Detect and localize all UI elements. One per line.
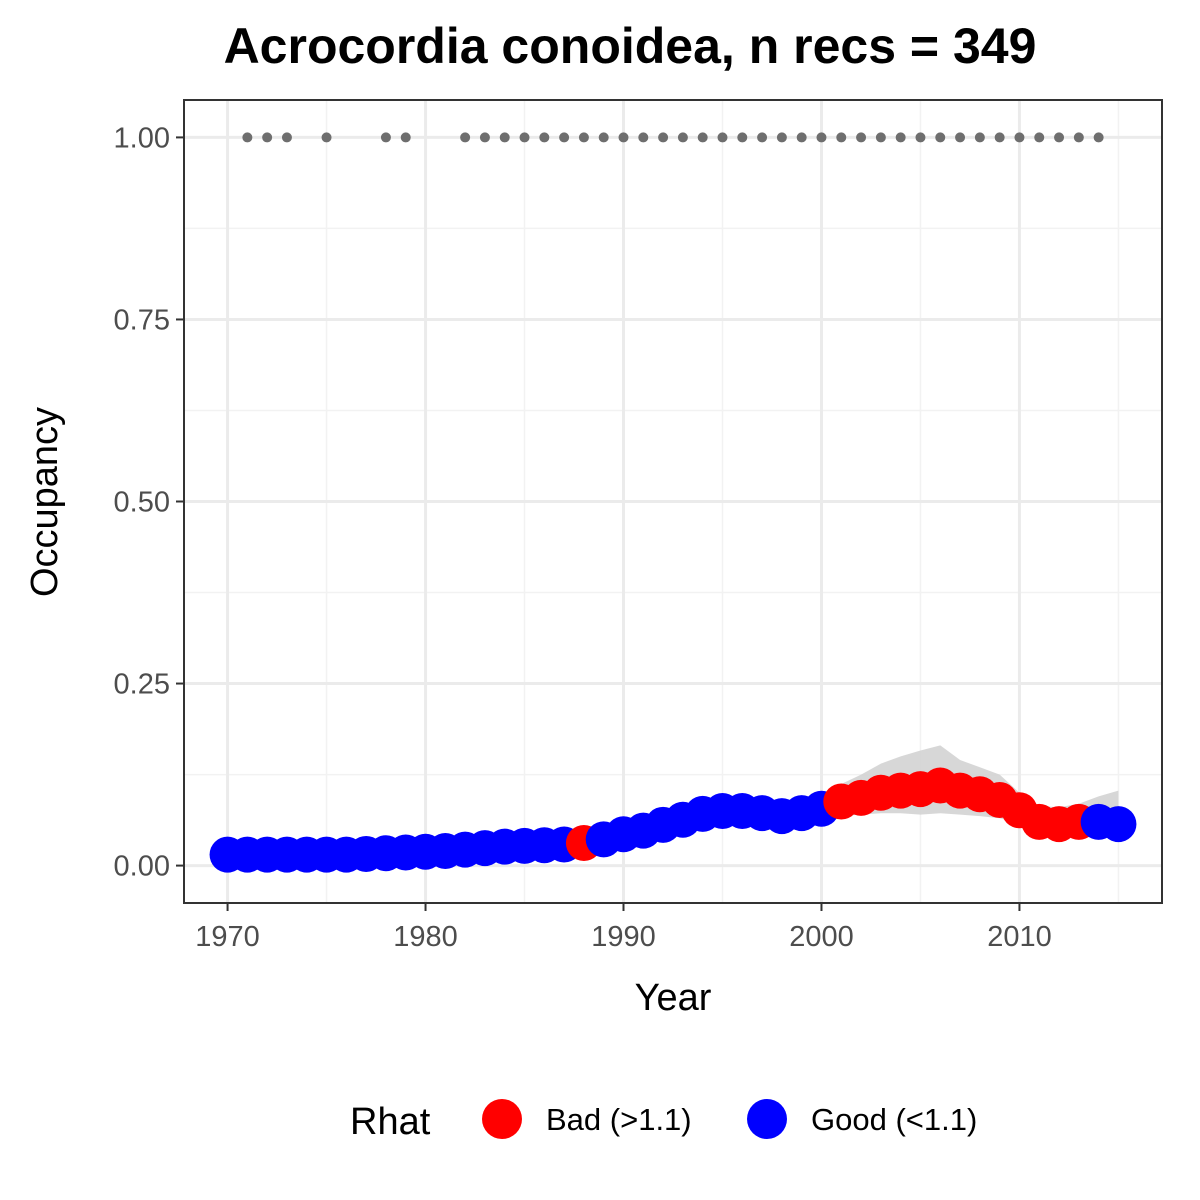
record-point	[836, 132, 847, 143]
occupancy-points-layer	[209, 767, 1137, 873]
record-point	[638, 132, 649, 143]
x-tick-label: 1970	[195, 921, 260, 953]
x-axis: 1970 1980 1990 2000 2010	[195, 903, 1052, 953]
legend-swatch-good	[747, 1099, 787, 1139]
record-point	[935, 132, 946, 143]
occupancy-point	[1100, 806, 1137, 843]
record-point	[1014, 132, 1025, 143]
record-point	[559, 132, 570, 143]
legend-label-good: Good (<1.1)	[811, 1102, 977, 1137]
record-point	[717, 132, 728, 143]
y-tick-label: 0.00	[114, 851, 170, 883]
y-axis-title: Occupancy	[24, 407, 66, 597]
record-point	[460, 132, 471, 143]
x-axis-title: Year	[635, 977, 712, 1019]
record-point	[519, 132, 530, 143]
record-point	[281, 132, 292, 143]
record-point	[1073, 132, 1084, 143]
record-point	[1093, 132, 1104, 143]
record-point	[895, 132, 906, 143]
legend-swatch-bad	[482, 1099, 522, 1139]
x-tick-label: 1980	[393, 921, 458, 953]
record-point	[380, 132, 391, 143]
record-point	[737, 132, 748, 143]
record-point	[1034, 132, 1045, 143]
x-tick-label: 2010	[987, 921, 1052, 953]
record-point	[757, 132, 768, 143]
record-point	[974, 132, 985, 143]
record-point	[994, 132, 1005, 143]
y-tick-label: 0.50	[114, 487, 170, 519]
record-point	[658, 132, 669, 143]
record-point	[875, 132, 886, 143]
record-point	[856, 132, 867, 143]
record-point	[697, 132, 708, 143]
chart-title: Acrocordia conoidea, n recs = 349	[224, 18, 1037, 74]
record-point	[915, 132, 926, 143]
y-tick-label: 0.25	[114, 669, 170, 701]
record-point	[578, 132, 589, 143]
record-point	[242, 132, 253, 143]
record-point	[618, 132, 629, 143]
record-point	[677, 132, 688, 143]
record-point	[321, 132, 332, 143]
record-point	[1054, 132, 1065, 143]
x-tick-label: 1990	[591, 921, 656, 953]
y-tick-label: 1.00	[114, 122, 170, 154]
record-point	[816, 132, 827, 143]
record-point	[479, 132, 490, 143]
record-point	[796, 132, 807, 143]
record-point	[598, 132, 609, 143]
record-point	[539, 132, 550, 143]
record-point	[400, 132, 411, 143]
y-tick-label: 0.75	[114, 304, 170, 336]
legend: Rhat Bad (>1.1) Good (<1.1)	[350, 1099, 977, 1143]
record-point	[776, 132, 787, 143]
record-points-layer	[242, 132, 1104, 143]
x-tick-label: 2000	[789, 921, 854, 953]
record-point	[262, 132, 273, 143]
y-axis: 0.00 0.25 0.50 0.75 1.00	[114, 122, 184, 883]
record-point	[955, 132, 966, 143]
legend-label-bad: Bad (>1.1)	[546, 1102, 692, 1137]
record-point	[499, 132, 510, 143]
legend-title: Rhat	[350, 1101, 431, 1143]
